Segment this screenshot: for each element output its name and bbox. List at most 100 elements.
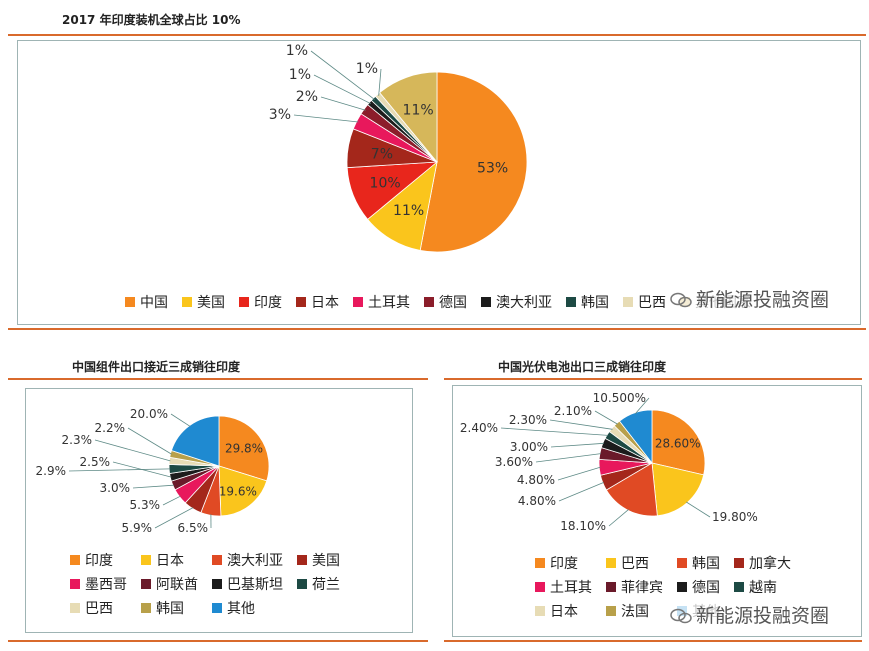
chart2-leader-line-4	[162, 495, 181, 506]
legend-swatch	[734, 558, 744, 568]
chart3-data-label-6: 3.00%	[510, 440, 548, 454]
chart2-legend-item: 日本	[141, 550, 198, 570]
legend-label: 韩国	[156, 601, 184, 617]
chart1-leader-line-8	[378, 68, 382, 96]
legend-label: 印度	[85, 553, 113, 569]
chart1-data-label-8: 1%	[356, 61, 378, 77]
legend-swatch	[212, 603, 222, 613]
chart2-legend-item: 巴基斯坦	[212, 574, 283, 594]
chart2-legend-item: 美国	[297, 550, 340, 570]
chart3-legend-item: 法国	[606, 601, 663, 621]
legend-label: 越南	[749, 580, 777, 596]
chart1-legend-item: 美国	[182, 292, 225, 312]
chart1-leader-line-6	[313, 74, 371, 105]
chart2-data-label-9: 2.2%	[95, 421, 126, 435]
chart2-legend-item: 韩国	[141, 598, 198, 618]
legend-swatch	[606, 558, 616, 568]
chart3-data-label-1: 19.80%	[712, 510, 758, 524]
legend-label: 印度	[254, 295, 282, 311]
chart1-legend-item: 土耳其	[353, 292, 410, 312]
chart3-data-label-3: 4.80%	[518, 494, 556, 508]
legend-label: 墨西哥	[85, 577, 127, 593]
chart2-legend-item: 墨西哥	[70, 574, 127, 594]
chart2-data-label-0: 29.8%	[225, 442, 263, 456]
chart1-data-label-5: 2%	[296, 89, 318, 105]
chart1-slice-0	[419, 71, 528, 253]
chart3-leader-line-5	[535, 453, 601, 463]
chart2-slice-1	[218, 465, 268, 517]
chart1-slice-9	[379, 71, 438, 164]
chart1-data-label-7: 1%	[286, 43, 308, 59]
legend-swatch	[677, 558, 687, 568]
legend-swatch	[239, 297, 249, 307]
legend-swatch	[212, 579, 222, 589]
chart3-leader-line-2	[608, 509, 629, 527]
chart1-legend-item: 中国	[125, 292, 168, 312]
chart3-leader-line-6	[550, 442, 605, 448]
legend-swatch	[141, 579, 151, 589]
chart1-data-label-6: 1%	[289, 67, 311, 83]
legend-label: 其他	[227, 601, 255, 617]
legend-label: 韩国	[692, 556, 720, 572]
chart1-bottom-rule	[8, 328, 866, 330]
chart2-legend-item: 澳大利亚	[212, 550, 283, 570]
watermark-text: 新能源投融资圈	[696, 289, 830, 311]
chart2-title-rule	[8, 378, 428, 380]
chart2-data-label-8: 2.3%	[62, 433, 93, 447]
legend-label: 美国	[197, 295, 225, 311]
chart3-title: 中国光伏电池出口三成销往印度	[498, 360, 667, 374]
chart1-leader-line-5	[320, 96, 366, 111]
legend-label: 德国	[439, 295, 467, 311]
legend-swatch	[566, 297, 576, 307]
legend-label: 韩国	[581, 295, 609, 311]
legend-label: 加拿大	[749, 556, 791, 572]
legend-label: 阿联酋	[156, 577, 198, 593]
chart3-data-label-2: 18.10%	[560, 519, 606, 533]
chart2-title: 中国组件出口接近三成销往印度	[72, 360, 241, 374]
legend-label: 巴西	[621, 556, 649, 572]
chart2-data-label-4: 5.3%	[130, 498, 161, 512]
watermark: 新能源投融资圈	[668, 285, 832, 312]
chart3-data-label-10: 10.500%	[593, 391, 646, 405]
legend-label: 巴基斯坦	[227, 577, 283, 593]
chart3-data-label-8: 2.30%	[509, 413, 547, 427]
chart3-leader-line-7	[500, 427, 609, 436]
legend-label: 日本	[156, 553, 184, 569]
legend-swatch	[535, 558, 545, 568]
legend-swatch	[481, 297, 491, 307]
watermark-text-2: 新能源投融资圈	[696, 605, 830, 627]
chart2-leader-line-9	[127, 427, 172, 455]
chart3-legend-item: 韩国	[677, 553, 720, 573]
legend-swatch	[297, 555, 307, 565]
legend-swatch	[606, 582, 616, 592]
chart3-data-label-9: 2.10%	[554, 404, 592, 418]
chart3-legend-item: 日本	[535, 601, 592, 621]
chart2-legend-item: 印度	[70, 550, 127, 570]
legend-label: 澳大利亚	[496, 295, 552, 311]
chart3-legend-item: 土耳其	[535, 577, 592, 597]
chart3-data-label-7: 2.40%	[460, 421, 498, 435]
chart3-leader-line-8	[549, 419, 613, 430]
legend-swatch	[353, 297, 363, 307]
chart3-legend-item: 菲律宾	[606, 577, 663, 597]
chart2-data-label-3: 5.9%	[122, 521, 153, 535]
legend-label: 菲律宾	[621, 580, 663, 596]
chart2-legend-item: 荷兰	[297, 574, 340, 594]
legend-label: 法国	[621, 604, 649, 620]
chart2-leader-line-7	[68, 468, 171, 472]
chart1-title: 2017 年印度装机全球占比 10%	[62, 13, 241, 27]
chart2-legend-item: 其他	[212, 598, 283, 618]
chart1-leader-line-4	[293, 114, 359, 123]
chart2-leader-line-8	[94, 439, 171, 462]
chart2-data-label-1: 19.6%	[219, 485, 257, 499]
legend-swatch	[70, 603, 80, 613]
legend-label: 德国	[692, 580, 720, 596]
chart1-leader-line-7	[310, 50, 375, 100]
chart3-leader-line-9	[594, 410, 618, 425]
legend-swatch	[606, 606, 616, 616]
legend-label: 澳大利亚	[227, 553, 283, 569]
chart3-legend-item: 德国	[677, 577, 720, 597]
chart2-data-label-7: 2.9%	[36, 464, 67, 478]
